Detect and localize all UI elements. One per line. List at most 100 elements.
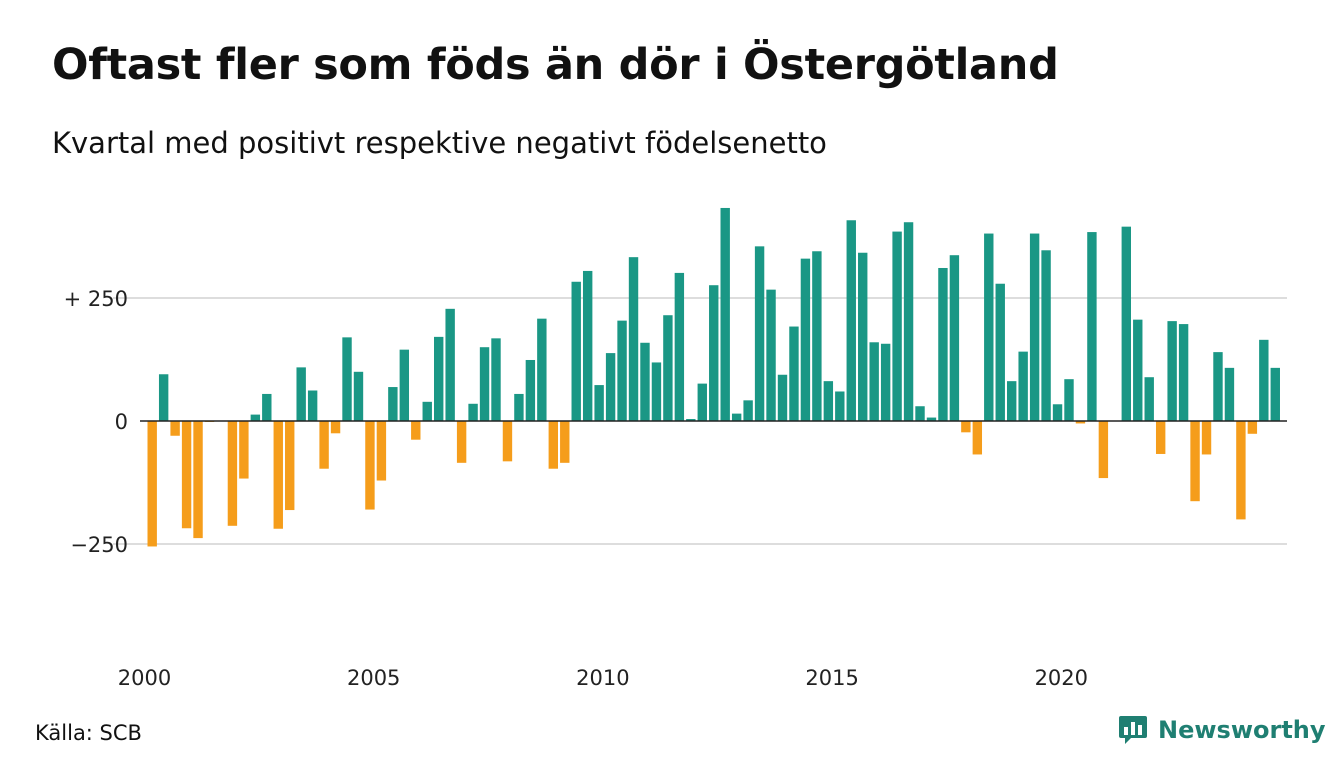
y-tick-label: 0 bbox=[115, 410, 128, 434]
bar bbox=[800, 258, 811, 421]
bar bbox=[938, 267, 948, 421]
bar bbox=[743, 400, 753, 421]
bar bbox=[835, 391, 845, 421]
bar bbox=[674, 272, 685, 421]
bar bbox=[548, 421, 558, 469]
bar bbox=[697, 383, 707, 421]
bar bbox=[1133, 319, 1143, 421]
bar bbox=[1087, 232, 1097, 421]
bar bbox=[605, 353, 616, 421]
bar bbox=[1190, 421, 1200, 502]
bar bbox=[1270, 367, 1280, 421]
bar bbox=[1155, 421, 1166, 454]
bar bbox=[147, 421, 157, 547]
bar bbox=[651, 362, 662, 421]
y-tick-label: −250 bbox=[70, 533, 128, 557]
bar bbox=[617, 320, 627, 421]
bar bbox=[766, 289, 776, 421]
bar bbox=[525, 359, 536, 421]
bar bbox=[1007, 381, 1017, 421]
bar bbox=[926, 417, 937, 421]
bar bbox=[961, 421, 971, 433]
bar bbox=[1064, 379, 1074, 421]
bar bbox=[1041, 250, 1051, 421]
bar bbox=[1247, 421, 1258, 434]
bar bbox=[502, 421, 513, 462]
bar bbox=[984, 233, 994, 421]
bar bbox=[388, 387, 398, 421]
x-tick-label: 2005 bbox=[347, 666, 400, 690]
bar bbox=[491, 338, 501, 421]
bar bbox=[285, 421, 295, 511]
x-tick-label: 2020 bbox=[1035, 666, 1088, 690]
bar bbox=[582, 270, 593, 421]
bars bbox=[147, 207, 1280, 547]
bar bbox=[571, 281, 581, 421]
bar bbox=[353, 371, 364, 421]
bar bbox=[594, 385, 604, 421]
bar bbox=[709, 285, 719, 421]
bar bbox=[640, 342, 650, 421]
bar bbox=[869, 342, 879, 421]
bar bbox=[1178, 324, 1189, 421]
x-tick-label: 2010 bbox=[576, 666, 629, 690]
y-axis-labels: + 250 0 −250 bbox=[64, 287, 128, 557]
bar bbox=[342, 337, 352, 421]
bar bbox=[239, 421, 249, 479]
bar bbox=[1259, 339, 1269, 421]
y-tick-label: + 250 bbox=[64, 287, 128, 311]
bar bbox=[227, 421, 238, 526]
bar-chart-logo-icon bbox=[1119, 716, 1147, 744]
bar bbox=[1167, 321, 1177, 421]
chart-subtitle: Kvartal med positivt respektive negativt… bbox=[52, 126, 827, 160]
bar bbox=[1075, 421, 1086, 424]
bar bbox=[193, 421, 203, 539]
bar bbox=[456, 421, 467, 463]
bar bbox=[1029, 233, 1040, 421]
bar bbox=[376, 421, 387, 481]
bar bbox=[949, 255, 960, 421]
bar bbox=[880, 343, 891, 421]
bar bbox=[663, 315, 673, 421]
bar bbox=[445, 308, 455, 421]
bar bbox=[170, 421, 180, 436]
bar bbox=[1098, 421, 1109, 479]
x-tick-label: 2015 bbox=[805, 666, 858, 690]
bar bbox=[1236, 421, 1246, 520]
bar bbox=[479, 347, 490, 421]
bar bbox=[158, 374, 169, 421]
bar bbox=[972, 421, 983, 455]
bar bbox=[915, 406, 925, 421]
source-note: Källa: SCB bbox=[35, 721, 142, 745]
bar bbox=[1052, 404, 1063, 421]
bar bbox=[250, 414, 261, 421]
bar bbox=[846, 220, 856, 421]
bar bbox=[330, 421, 341, 434]
bar bbox=[262, 393, 272, 421]
bar bbox=[789, 326, 799, 421]
bar bbox=[181, 421, 192, 529]
chart-title: Oftast fler som föds än dör i Östergötla… bbox=[52, 40, 1059, 90]
bar bbox=[434, 336, 444, 421]
bar bbox=[560, 421, 570, 463]
bar bbox=[720, 207, 730, 421]
bar bbox=[777, 374, 788, 421]
bar bbox=[296, 367, 306, 421]
bar bbox=[1121, 226, 1131, 421]
bar bbox=[812, 251, 822, 421]
bar bbox=[754, 246, 765, 421]
bar bbox=[422, 401, 432, 421]
bar bbox=[365, 421, 375, 510]
logo-text: Newsworthy bbox=[1158, 716, 1326, 744]
bar bbox=[823, 381, 834, 421]
newsworthy-logo: Newsworthy bbox=[1118, 714, 1326, 746]
bar bbox=[411, 421, 421, 440]
bar bbox=[686, 419, 696, 421]
bar bbox=[468, 403, 478, 421]
bar bbox=[399, 349, 410, 421]
bar bbox=[1018, 351, 1028, 421]
bar bbox=[1144, 377, 1154, 421]
bar bbox=[514, 393, 524, 421]
bar bbox=[995, 283, 1005, 421]
